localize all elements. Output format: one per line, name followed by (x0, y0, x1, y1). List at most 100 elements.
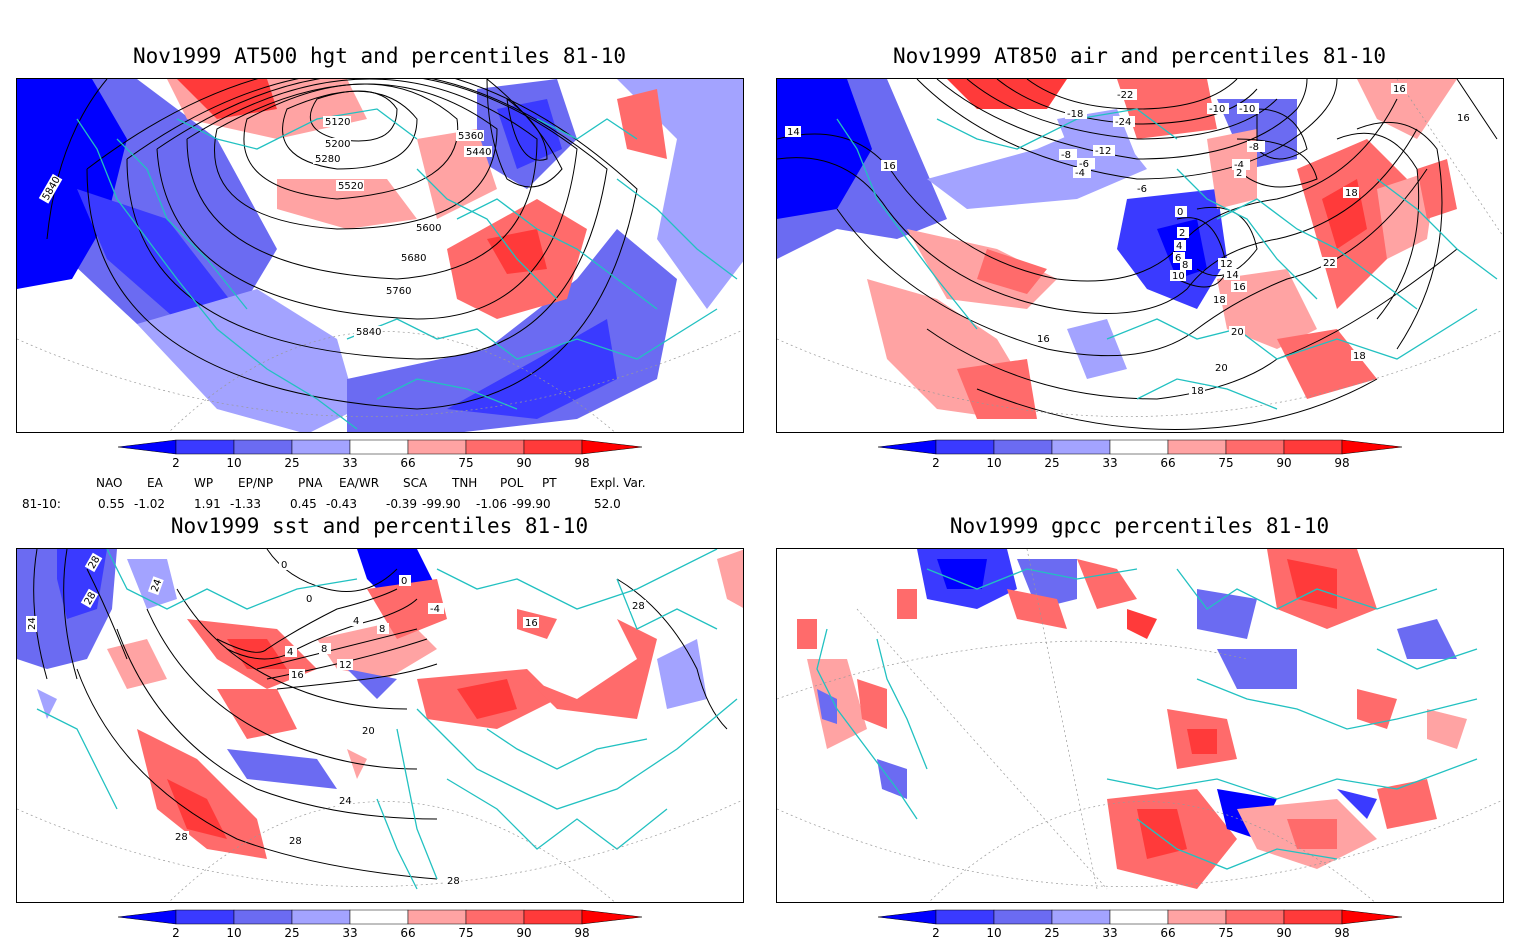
contour-label: -12 (1093, 145, 1115, 157)
svg-text:5360: 5360 (458, 131, 483, 142)
svg-text:-18: -18 (1067, 109, 1083, 120)
svg-text:-22: -22 (1117, 90, 1133, 101)
svg-text:8: 8 (379, 624, 385, 635)
colorbar-label: 66 (400, 456, 415, 470)
svg-text:5440: 5440 (466, 147, 491, 158)
contour-label: 5280 (313, 153, 341, 165)
contour-label: -4 (1073, 167, 1091, 179)
contour-label: 20 (360, 725, 376, 737)
svg-text:-10: -10 (1209, 104, 1225, 115)
colorbar-air850: 2 10 25 33 66 75 90 98 (877, 439, 1403, 470)
svg-text:-4: -4 (1075, 168, 1085, 179)
svg-text:-8: -8 (1249, 142, 1259, 153)
contour-label: 0 (1175, 206, 1187, 218)
contour-label: -18 (1065, 108, 1087, 120)
colorbar-hgt500: 2 10 25 33 66 75 90 98 (117, 439, 643, 470)
index-value: -1.02 (134, 497, 165, 511)
index-value: -99.90 (422, 497, 461, 511)
colorbar-air850-graphic: 2 10 25 33 66 75 90 98 (877, 439, 1403, 470)
svg-text:24: 24 (150, 578, 165, 594)
svg-text:28: 28 (289, 836, 302, 847)
svg-text:0: 0 (1177, 207, 1183, 218)
index-value: -1.06 (476, 497, 507, 511)
colorbar-sst: 2 10 25 33 66 75 90 98 (117, 909, 643, 940)
contour-label: 18 (1189, 385, 1205, 397)
index-value: 0.55 (98, 497, 125, 511)
svg-text:8: 8 (1182, 260, 1188, 271)
svg-text:16: 16 (1037, 334, 1050, 345)
index-value: 1.91 (194, 497, 221, 511)
svg-text:5760: 5760 (386, 286, 411, 297)
svg-text:20: 20 (1215, 363, 1228, 374)
svg-text:5600: 5600 (416, 223, 441, 234)
svg-text:16: 16 (291, 670, 304, 681)
map-hgt500: 5120 5200 5280 5360 5440 5520 5600 5680 … (16, 78, 744, 433)
index-header: WP (194, 476, 213, 490)
svg-text:2: 2 (1179, 228, 1185, 239)
contour-label: -4 (1232, 159, 1250, 171)
contour-label: 28 (84, 552, 103, 573)
map-sst-graphic (17, 549, 743, 902)
index-table: NAO EA WP EP/NP PNA EA/WR SCA TNH POL PT… (0, 474, 700, 514)
contour-label: -8 (1059, 149, 1077, 161)
index-value: -0.43 (326, 497, 357, 511)
contour-label: 14 (785, 126, 801, 138)
colorbar-label: 66 (1160, 456, 1175, 470)
contour-label: 12 (1218, 258, 1234, 270)
colorbar-gpcc: 2 10 25 33 66 75 90 98 (877, 909, 1403, 940)
contour-label: 16 (881, 160, 897, 172)
contour-label: 5360 (456, 130, 484, 142)
contour-label: 5120 (323, 116, 351, 128)
svg-text:22: 22 (1323, 258, 1336, 269)
contour-label: -24 (1113, 116, 1135, 128)
contour-label: 16 (289, 669, 305, 681)
contour-label: 5680 (399, 252, 427, 264)
index-header: EA/WR (339, 476, 379, 490)
contour-label: 10 (1170, 270, 1186, 282)
svg-text:0: 0 (401, 576, 407, 587)
map-gpcc-graphic (777, 549, 1503, 902)
contour-label: 8 (1180, 259, 1192, 271)
panel-title-air850: Nov1999 AT850 air and percentiles 81-10 (892, 44, 1387, 68)
panel-title-sst: Nov1999 sst and percentiles 81-10 (170, 514, 589, 538)
svg-text:20: 20 (1231, 327, 1244, 338)
colorbar-gpcc-graphic: 2 10 25 33 66 75 90 98 (877, 909, 1403, 940)
contour-label: 5840 (38, 173, 63, 204)
contour-labels-sst: 24 24 28 28 0 0 0 4 4 8 8 12 16 20 24 28… (26, 552, 646, 887)
contour-label: -4 (428, 603, 444, 615)
svg-text:24: 24 (27, 617, 38, 630)
contour-labels-hgt500: 5120 5200 5280 5360 5440 5520 5600 5680 … (38, 116, 492, 338)
colorbar-label: 75 (1218, 456, 1233, 470)
contour-label: 24 (26, 616, 38, 632)
svg-text:4: 4 (1176, 241, 1182, 252)
svg-text:-6: -6 (1137, 184, 1147, 195)
svg-text:28: 28 (175, 832, 188, 843)
colorbar-label: 98 (574, 456, 589, 470)
contour-label: 5440 (464, 146, 492, 158)
colorbar-label: 25 (284, 456, 299, 470)
svg-text:5840: 5840 (356, 327, 381, 338)
contour-label: 0 (279, 559, 291, 571)
svg-text:16: 16 (883, 161, 896, 172)
index-value: -0.39 (386, 497, 417, 511)
contour-label: 14 (1224, 269, 1240, 281)
index-header: PT (542, 476, 557, 490)
svg-text:-10: -10 (1239, 104, 1255, 115)
colorbar-label: 75 (458, 456, 473, 470)
colorbar-hgt500-graphic: 2 10 25 33 66 75 90 98 (117, 439, 643, 470)
contour-label: 20 (1229, 326, 1245, 338)
contour-label: 16 (1231, 281, 1247, 293)
colorbar-label: 25 (1044, 456, 1059, 470)
svg-text:14: 14 (1226, 270, 1239, 281)
colorbar-label: 90 (516, 456, 531, 470)
svg-text:28: 28 (632, 601, 645, 612)
svg-text:16: 16 (1233, 282, 1246, 293)
contour-label: 0 (304, 593, 316, 605)
svg-text:16: 16 (525, 618, 538, 629)
colorbar-label: 25 (1044, 926, 1059, 940)
svg-text:12: 12 (1220, 259, 1233, 270)
svg-text:5280: 5280 (315, 154, 340, 165)
contour-label: 24 (147, 576, 165, 596)
svg-text:-4: -4 (430, 604, 440, 615)
contour-label: 16 (523, 617, 539, 629)
